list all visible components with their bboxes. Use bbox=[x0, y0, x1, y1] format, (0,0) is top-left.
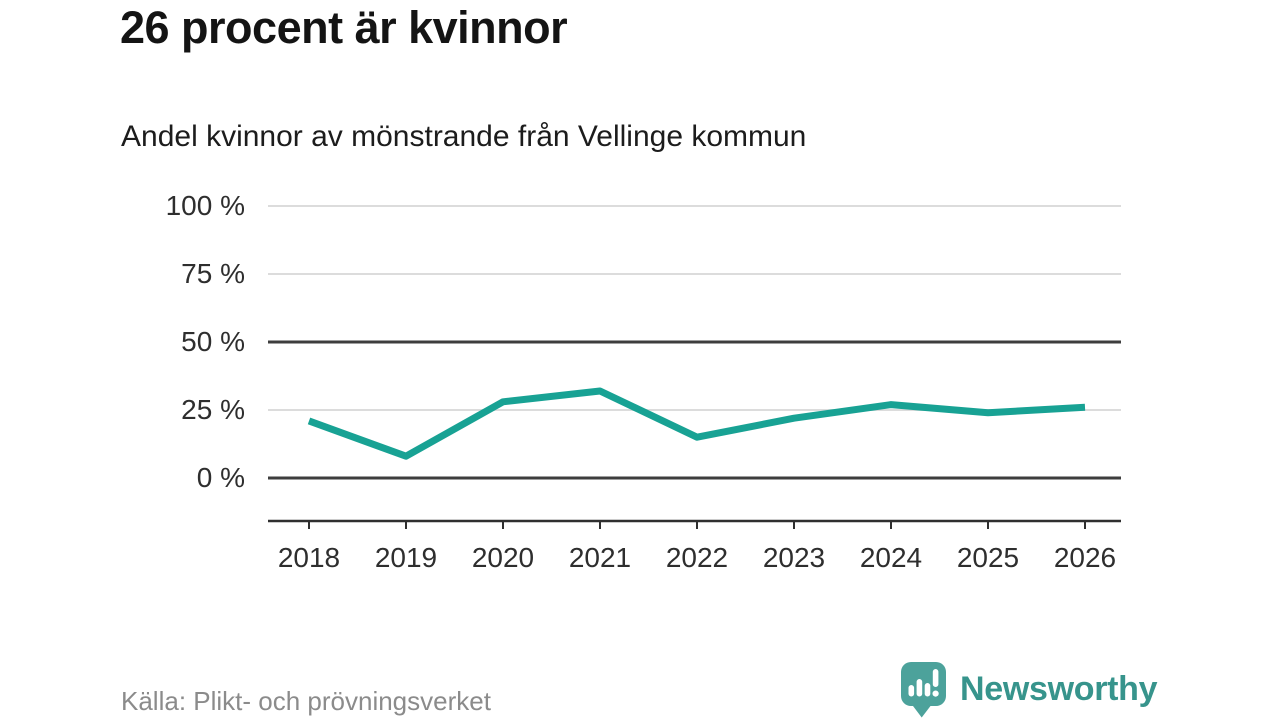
x-axis-label: 2018 bbox=[277, 542, 341, 573]
y-axis-label: 100 % bbox=[165, 190, 245, 221]
x-axis-label: 2020 bbox=[471, 542, 535, 573]
x-axis-label: 2025 bbox=[956, 542, 1020, 573]
y-axis-label: 25 % bbox=[181, 394, 245, 425]
x-axis-label: 2024 bbox=[859, 542, 923, 573]
data-line bbox=[307, 387, 1086, 460]
x-axis-label: 2022 bbox=[665, 542, 729, 573]
chart-subtitle: Andel kvinnor av mönstrande från Velling… bbox=[121, 120, 807, 153]
logo-wordmark: Newsworthy bbox=[960, 670, 1158, 708]
x-axis-label: 2023 bbox=[762, 542, 826, 573]
source-note: Källa: Plikt- och prövningsverket bbox=[121, 686, 491, 716]
bar-chart-speech-bubble-icon bbox=[901, 662, 946, 718]
x-axis-label: 2019 bbox=[374, 542, 438, 573]
page-title: 26 procent är kvinnor bbox=[120, 2, 568, 53]
newsworthy-logo: Newsworthy bbox=[900, 661, 1158, 719]
logo-bars bbox=[908, 669, 939, 697]
y-axis-label: 0 % bbox=[196, 462, 245, 493]
y-axis-label: 75 % bbox=[181, 258, 245, 289]
y-axis-label: 50 % bbox=[181, 326, 245, 357]
x-axis-label: 2026 bbox=[1053, 542, 1117, 573]
x-axis-label: 2021 bbox=[568, 542, 632, 573]
